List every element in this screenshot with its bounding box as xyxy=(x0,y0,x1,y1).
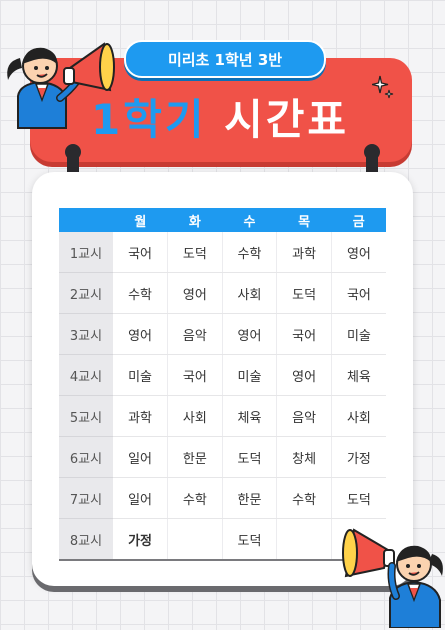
subject-cell: 한문 xyxy=(222,477,278,519)
subject-cell: 수학 xyxy=(222,232,278,273)
page-title: 1학기 시간표 xyxy=(70,84,370,148)
day-header: 수 xyxy=(222,208,277,232)
subject-cell: 수학 xyxy=(276,477,332,519)
day-header: 화 xyxy=(167,208,223,232)
subject-cell: 음악 xyxy=(276,395,332,437)
subject-cell: 도덕 xyxy=(222,518,278,561)
subject-cell: 영어 xyxy=(222,313,278,355)
table-row: 6교시 일어 한문 도덕 창체 가정 xyxy=(59,436,386,478)
period-label: 8교시 xyxy=(59,518,113,561)
day-header-row: 월 화 수 목 금 xyxy=(59,208,386,232)
day-header: 월 xyxy=(113,208,168,232)
day-header: 금 xyxy=(331,208,386,232)
subject-cell: 국어 xyxy=(113,232,169,273)
table-row: 8교시 가정 도덕 xyxy=(59,518,386,561)
subject-cell xyxy=(276,518,332,561)
subject-cell: 체육 xyxy=(331,354,386,396)
subject-cell: 미술 xyxy=(331,313,386,355)
subject-cell: 수학 xyxy=(167,477,223,519)
day-header: 목 xyxy=(276,208,332,232)
subject-cell: 영어 xyxy=(167,272,223,314)
title-semester: 1학기 xyxy=(90,94,207,144)
subject-cell: 국어 xyxy=(167,354,223,396)
subject-cell: 일어 xyxy=(113,436,169,478)
table-row: 7교시 일어 수학 한문 수학 도덕 xyxy=(59,477,386,519)
period-label: 3교시 xyxy=(59,313,113,355)
subject-cell: 과학 xyxy=(276,232,332,273)
subject-cell: 국어 xyxy=(331,272,386,314)
subject-cell: 과학 xyxy=(113,395,169,437)
sparkle-icon xyxy=(372,75,394,99)
timetable: 월 화 수 목 금 1교시 국어 도덕 수학 과학 영어 2교시 수학 영어 사… xyxy=(59,208,386,561)
subject-cell: 창체 xyxy=(276,436,332,478)
subject-cell: 미술 xyxy=(222,354,278,396)
subject-cell: 영어 xyxy=(113,313,169,355)
subject-cell: 국어 xyxy=(276,313,332,355)
subject-cell: 일어 xyxy=(113,477,169,519)
subject-cell: 도덕 xyxy=(276,272,332,314)
subject-cell: 음악 xyxy=(167,313,223,355)
period-label: 5교시 xyxy=(59,395,113,437)
subject-cell: 수학 xyxy=(113,272,169,314)
table-row: 5교시 과학 사회 체육 음악 사회 xyxy=(59,395,386,437)
subject-cell: 가정 xyxy=(331,436,386,478)
table-row: 3교시 영어 음악 영어 국어 미술 xyxy=(59,313,386,355)
title-timetable: 시간표 xyxy=(224,94,350,144)
period-label: 4교시 xyxy=(59,354,113,396)
subject-cell: 체육 xyxy=(222,395,278,437)
subject-cell: 영어 xyxy=(331,232,386,273)
subject-cell xyxy=(167,518,223,561)
table-row: 1교시 국어 도덕 수학 과학 영어 xyxy=(59,232,386,273)
megaphone-icon xyxy=(7,42,115,129)
period-label: 6교시 xyxy=(59,436,113,478)
subject-cell: 미술 xyxy=(113,354,169,396)
subject-cell: 사회 xyxy=(222,272,278,314)
subject-cell: 도덕 xyxy=(167,232,223,273)
subject-cell: 사회 xyxy=(331,395,386,437)
table-row: 4교시 미술 국어 미술 영어 체육 xyxy=(59,354,386,396)
subject-cell: 한문 xyxy=(167,436,223,478)
subject-cell: 가정 xyxy=(113,518,169,561)
subject-cell: 영어 xyxy=(276,354,332,396)
period-label: 7교시 xyxy=(59,477,113,519)
subject-cell: 도덕 xyxy=(222,436,278,478)
corner-header xyxy=(59,208,113,232)
table-row: 2교시 수학 영어 사회 도덕 국어 xyxy=(59,272,386,314)
megaphone-icon xyxy=(342,528,443,628)
subject-cell: 도덕 xyxy=(331,477,386,519)
period-label: 1교시 xyxy=(59,232,113,273)
period-label: 2교시 xyxy=(59,272,113,314)
class-label: 미리초 1학년 3반 xyxy=(124,40,326,78)
class-label-text: 미리초 1학년 3반 xyxy=(167,50,283,69)
subject-cell: 사회 xyxy=(167,395,223,437)
